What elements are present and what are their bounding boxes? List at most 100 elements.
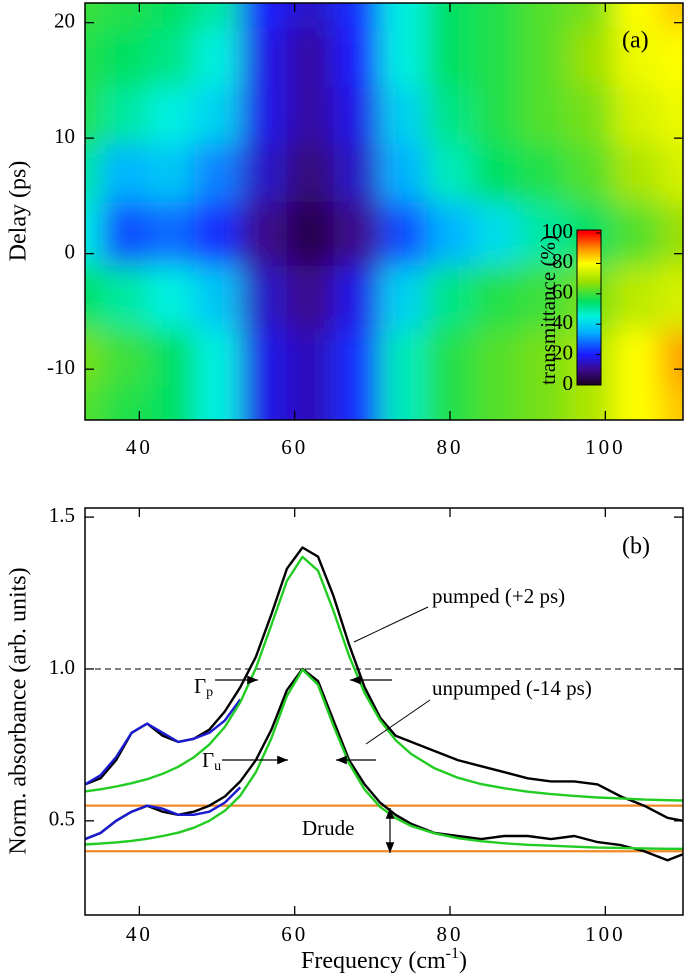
heat-cell [85, 143, 102, 203]
heat-cell [286, 28, 335, 87]
y-tick-label: -10 [47, 355, 75, 379]
heat-cell [85, 328, 102, 388]
heat-cell [566, 28, 614, 87]
x-axis-label-sup: -1 [446, 945, 459, 962]
heat-cell [473, 328, 521, 388]
series-line [84, 698, 242, 786]
heat-cell [566, 386, 614, 420]
heat-cell [519, 265, 568, 330]
heat-cell [85, 201, 102, 266]
x-tick-label: 100 [585, 922, 626, 946]
series-line [84, 555, 684, 802]
heat-cell [286, 265, 335, 330]
heat-cell [659, 3, 683, 29]
heat-cell [286, 3, 335, 29]
heat-cell [613, 3, 661, 29]
panel-label: (b) [622, 534, 650, 560]
colorbar-tick-label: 80 [552, 249, 573, 273]
heat-cell [85, 28, 102, 87]
heat-cell [240, 3, 288, 29]
heat-cell [193, 3, 241, 29]
annotation: Γp [194, 674, 213, 700]
annotation: pumped (+2 ps) [432, 584, 565, 608]
colorbar-label: transmittance (%) [536, 235, 560, 385]
heat-cell [566, 143, 614, 203]
x-axis-label-end: ) [459, 948, 467, 974]
y-axis-label: Norm. absorbance (arb. units) [6, 567, 32, 854]
heat-cell [380, 28, 428, 87]
heat-cell [473, 3, 521, 29]
series-line [84, 668, 683, 850]
heat-cell [193, 386, 241, 420]
heat-cell [147, 386, 195, 420]
heat-cell [240, 265, 288, 330]
plot-frame [84, 2, 684, 421]
x-axis-label-text: Frequency (cm [301, 948, 446, 974]
annotation: unpumped (-14 ps) [432, 676, 592, 700]
x-tick-label: 40 [126, 435, 153, 459]
y-tick-label: 1.0 [49, 655, 75, 679]
heat-cell [333, 86, 381, 145]
annotation: Drude [302, 816, 354, 840]
heat-cell [613, 328, 661, 388]
x-tick-label: 40 [126, 922, 153, 946]
heat-cell [380, 143, 428, 203]
leader-line [365, 699, 431, 745]
heat-cell [240, 86, 288, 145]
heat-cell [473, 28, 521, 87]
panel-label: (a) [622, 28, 649, 54]
heat-cell [100, 386, 148, 420]
colorbar [576, 229, 602, 386]
y-tick-label: 1.5 [49, 503, 75, 527]
heat-cell [286, 86, 335, 145]
heat-cell [147, 86, 195, 145]
heat-cell [286, 328, 335, 388]
heat-cell [193, 265, 241, 330]
heat-cell [380, 201, 428, 266]
x-tick-label: 80 [437, 435, 464, 459]
heat-cell [85, 386, 102, 420]
heat-cell [380, 3, 428, 29]
heat-cell [519, 86, 568, 145]
heat-cell [473, 265, 521, 330]
heat-cell [100, 143, 148, 203]
x-axis-label: Frequency (cm-1) [301, 945, 467, 974]
colorbar-tick-label: 40 [552, 310, 573, 334]
heat-cell [333, 201, 381, 266]
heat-cell [333, 328, 381, 388]
gamma-sub: u [214, 759, 221, 774]
heat-cell [659, 86, 683, 145]
heat-cell [473, 201, 521, 266]
heat-cell [473, 143, 521, 203]
gamma: Γ [194, 674, 206, 698]
heat-cell [147, 28, 195, 87]
heat-cell [426, 143, 474, 203]
heatmap-area [85, 3, 683, 420]
y-tick-label: 10 [54, 124, 75, 148]
heat-cell [613, 386, 661, 420]
heat-cell [613, 143, 661, 203]
series-line [84, 786, 242, 841]
series-line [84, 667, 684, 862]
heat-cell [193, 143, 241, 203]
gamma: Γ [202, 748, 214, 772]
heat-cell [100, 265, 148, 330]
y-tick-label: 0 [65, 239, 76, 263]
heat-cell [659, 265, 683, 330]
heat-cell [380, 386, 428, 420]
plot-frame [84, 507, 684, 916]
x-tick-label: 60 [281, 922, 308, 946]
heat-cell [519, 386, 568, 420]
heat-cell [100, 28, 148, 87]
heat-cell [380, 328, 428, 388]
heat-cell [659, 386, 683, 420]
heat-cell [426, 201, 474, 266]
heat-cell [85, 86, 102, 145]
y-tick-label: 0.5 [49, 807, 75, 831]
leader-line [353, 606, 429, 643]
heat-cell [613, 28, 661, 87]
x-tick-label: 80 [437, 922, 464, 946]
colorbar-tick-label: 0 [563, 371, 574, 395]
heat-cell [519, 28, 568, 87]
